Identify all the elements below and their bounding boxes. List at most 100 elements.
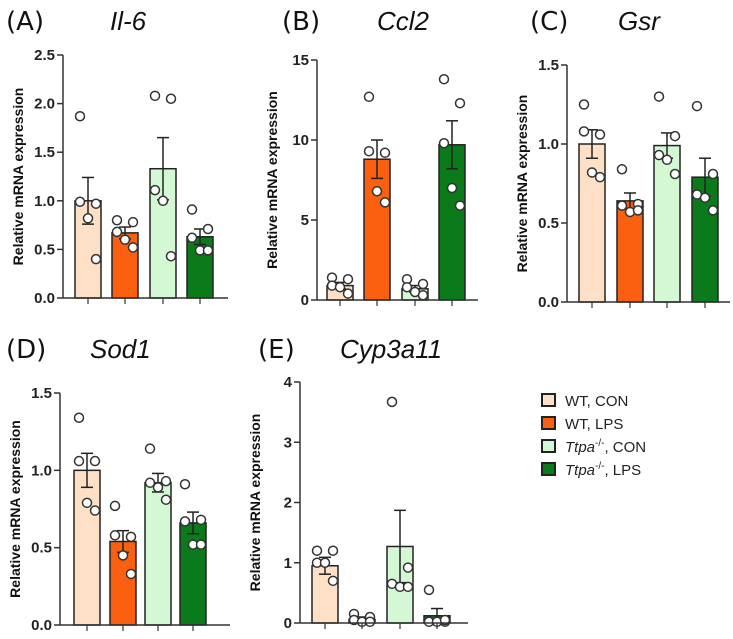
y-axis-label: Relative mRNA expression xyxy=(264,91,280,269)
data-point xyxy=(89,505,101,516)
legend-swatch xyxy=(541,439,556,453)
data-point xyxy=(417,289,429,301)
legend-label-prefix: WT xyxy=(565,416,588,433)
legend-label-sup: -/- xyxy=(595,438,604,449)
data-point xyxy=(371,185,383,197)
y-tick-label: 1.5 xyxy=(31,385,52,402)
data-point xyxy=(401,281,413,293)
data-point xyxy=(578,126,590,137)
data-point xyxy=(311,545,323,556)
data-point xyxy=(594,129,606,140)
data-point xyxy=(616,164,628,175)
y-tick-label: 1.0 xyxy=(538,136,559,153)
legend-label: Ttpa-/-, CON xyxy=(565,438,646,456)
data-point xyxy=(179,479,191,490)
data-point xyxy=(195,514,207,526)
data-point xyxy=(594,171,606,183)
y-tick-label: 0.0 xyxy=(34,290,55,307)
bar xyxy=(73,469,101,626)
legend-item: WT, CON xyxy=(541,393,628,410)
bar xyxy=(438,144,466,301)
data-point xyxy=(82,213,94,224)
data-point xyxy=(417,278,429,290)
data-point xyxy=(160,494,172,505)
legend-label-prefix: Ttpa xyxy=(565,462,595,479)
data-point xyxy=(327,545,339,556)
y-tick-label: 0 xyxy=(284,615,292,632)
data-point xyxy=(73,455,85,467)
panel-label: (C) xyxy=(530,7,568,37)
data-point xyxy=(90,253,102,265)
bar xyxy=(616,200,644,303)
data-point xyxy=(616,200,628,211)
data-point xyxy=(379,197,391,208)
legend-label-prefix: Ttpa xyxy=(565,439,595,456)
data-point xyxy=(707,168,719,180)
data-point xyxy=(386,396,398,408)
y-tick-label: 1.5 xyxy=(34,144,55,161)
data-point xyxy=(186,204,198,215)
data-point xyxy=(125,568,137,580)
panel-title: Cyp3a11 xyxy=(340,334,442,364)
panel-d: (D) Sod1 Relative mRNA expression 0.0 0.5 1.0… xyxy=(6,334,230,634)
data-point xyxy=(446,182,458,194)
data-point xyxy=(439,614,451,626)
data-point xyxy=(454,200,466,211)
panel-title: Il-6 xyxy=(110,6,147,36)
y-tick-label: 10 xyxy=(292,132,309,149)
data-point xyxy=(334,281,346,293)
legend-label-prefix: WT xyxy=(565,393,588,410)
y-tick-label: 0.0 xyxy=(31,617,52,634)
panel-title: Sod1 xyxy=(90,334,151,364)
data-point xyxy=(144,477,156,488)
y-tick-label: 2 xyxy=(284,495,292,512)
data-point xyxy=(74,196,86,208)
data-point xyxy=(202,223,214,235)
data-point xyxy=(691,100,703,112)
y-tick-label: 2.5 xyxy=(34,47,55,64)
data-point xyxy=(186,232,198,243)
data-point xyxy=(379,147,391,159)
data-point xyxy=(327,575,339,587)
panel-b: (B) Ccl2 Relative mRNA expression 0 5 10 15 xyxy=(264,6,478,309)
data-point xyxy=(165,250,177,262)
data-point xyxy=(578,99,590,110)
data-point xyxy=(81,497,93,509)
data-point xyxy=(342,288,354,299)
panel-label: (A) xyxy=(6,7,44,37)
y-tick-label: 1.0 xyxy=(34,193,55,210)
y-axis-label: Relative mRNA expression xyxy=(247,414,263,592)
data-point xyxy=(319,557,331,568)
data-point xyxy=(363,145,375,157)
data-point xyxy=(73,412,85,423)
data-point xyxy=(111,214,123,226)
data-point xyxy=(109,530,121,541)
data-point xyxy=(653,91,665,102)
y-tick-label: 0.5 xyxy=(538,215,559,232)
data-point xyxy=(454,97,466,109)
y-tick-label: 0.0 xyxy=(538,294,559,311)
data-point xyxy=(74,110,86,122)
y-tick-label: 0.5 xyxy=(31,540,52,557)
data-point xyxy=(632,205,644,216)
y-tick-label: 1.0 xyxy=(31,462,52,479)
y-axis-label: Relative mRNA expression xyxy=(514,95,530,273)
data-point xyxy=(669,130,681,142)
data-point xyxy=(179,516,191,527)
panel-e: (E) Cyp3a11 Relative mRNA expression 0 1 2 3 4 xyxy=(247,334,468,632)
data-point xyxy=(653,149,665,161)
legend-label-suffix: , CON xyxy=(604,439,646,456)
data-point xyxy=(402,581,414,593)
data-point xyxy=(117,550,129,561)
panel-label: (D) xyxy=(6,335,46,365)
legend-label: WT, CON xyxy=(565,393,628,410)
data-point xyxy=(127,242,139,253)
panel-label: (B) xyxy=(282,7,320,37)
bar xyxy=(179,522,207,626)
panel-title: Ccl2 xyxy=(377,6,430,36)
legend-label-suffix: , LPS xyxy=(604,462,641,479)
data-point xyxy=(438,73,450,85)
y-tick-label: 2.0 xyxy=(34,96,55,113)
y-tick-label: 0 xyxy=(301,292,309,309)
